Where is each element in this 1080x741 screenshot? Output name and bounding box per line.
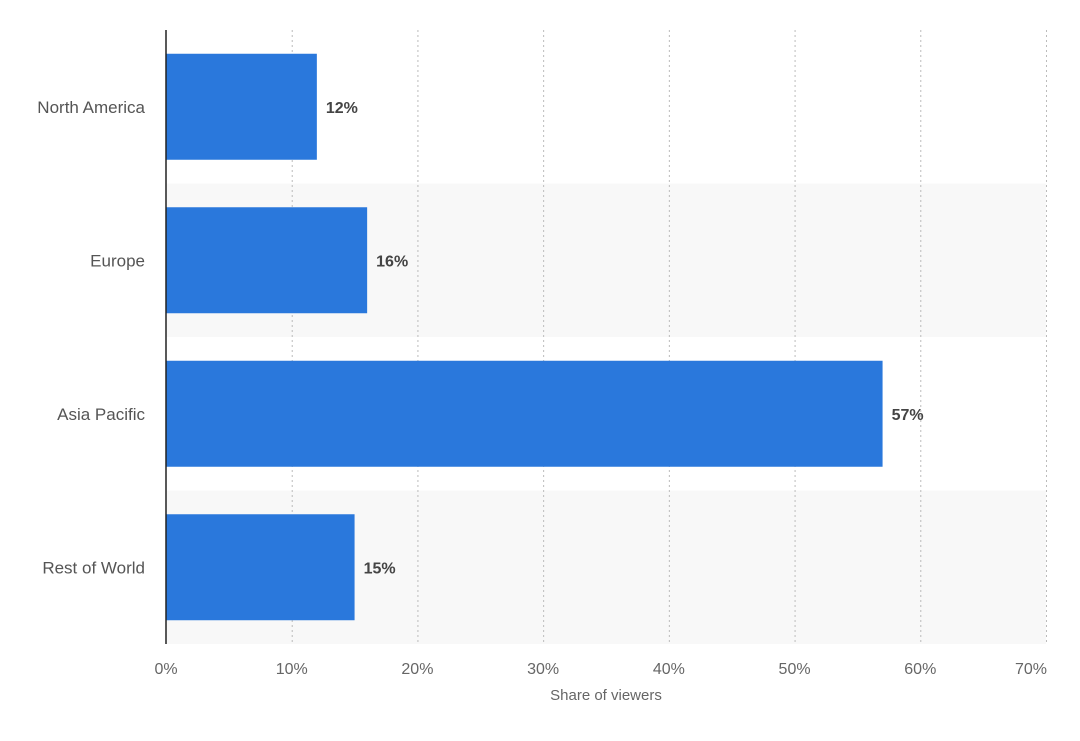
x-tick-label: 50% — [779, 661, 811, 678]
x-tick-label: 70% — [1015, 661, 1047, 678]
x-tick-label: 30% — [527, 661, 559, 678]
category-label: North America — [37, 98, 145, 117]
x-tick-label: 10% — [276, 661, 308, 678]
data-label: 15% — [364, 560, 396, 577]
bar[interactable] — [166, 360, 883, 467]
category-label: Europe — [90, 251, 145, 270]
x-tick-label: 60% — [904, 661, 936, 678]
bar[interactable] — [166, 53, 317, 160]
x-tick-label: 20% — [401, 661, 433, 678]
x-tick-label: 0% — [154, 661, 177, 678]
value-labels: 12% 16% 57% 15% — [326, 100, 924, 578]
x-tick-labels: 0% 10% 20% 30% 40% 50% 60% 70% — [154, 661, 1047, 678]
bar[interactable] — [166, 207, 368, 314]
bars — [166, 53, 883, 621]
category-label: Rest of World — [42, 558, 145, 577]
x-tick-label: 40% — [653, 661, 685, 678]
data-label: 16% — [376, 253, 408, 270]
category-labels: North America Europe Asia Pacific Rest of W… — [37, 98, 145, 578]
data-label: 12% — [326, 100, 358, 117]
x-axis-title: Share of viewers — [550, 687, 662, 704]
data-label: 57% — [892, 407, 924, 424]
category-label: Asia Pacific — [57, 405, 145, 424]
bar[interactable] — [166, 514, 355, 621]
